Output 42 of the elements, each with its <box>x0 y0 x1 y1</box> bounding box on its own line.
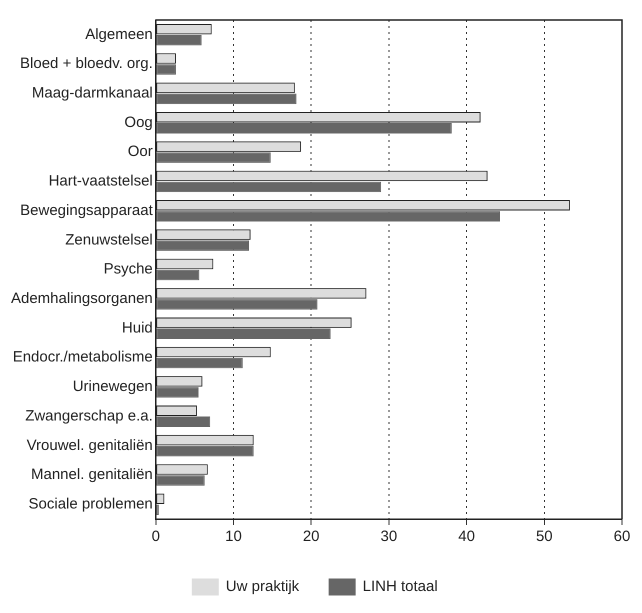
x-tick-label: 20 <box>302 528 320 546</box>
y-tick-label: Oog <box>124 114 153 131</box>
bar <box>156 475 205 486</box>
bar <box>156 328 331 339</box>
legend-label: Uw praktijk <box>226 578 300 596</box>
x-tick-label: 10 <box>225 528 242 546</box>
bar <box>156 64 176 75</box>
x-tick-label: 40 <box>458 528 475 546</box>
bar <box>156 123 452 134</box>
bar <box>156 152 271 163</box>
x-tick-label: 30 <box>380 528 398 546</box>
bar <box>156 240 250 251</box>
bar <box>156 270 200 280</box>
y-tick-label: Sociale problemen <box>28 495 153 512</box>
y-tick-label: Oor <box>128 143 153 160</box>
y-tick-label: Ademhalingsorganen <box>10 290 153 307</box>
x-tick-label: 0 <box>152 528 160 546</box>
bar <box>156 211 500 222</box>
x-tick-label: 60 <box>614 528 630 546</box>
y-tick-label: Urinewegen <box>72 378 153 396</box>
bar <box>156 182 382 192</box>
y-tick-label: Hart-vaatstelsel <box>48 172 153 190</box>
x-tick-label: 50 <box>536 528 553 546</box>
y-tick-label: Huid <box>122 319 153 336</box>
y-tick-label: Algemeen <box>85 26 153 43</box>
bar <box>156 387 199 398</box>
bar <box>156 34 202 46</box>
bar <box>156 358 243 368</box>
y-tick-label: Psyche <box>104 260 153 278</box>
bar <box>156 299 318 310</box>
y-tick-label: Endocr./metabolisme <box>12 348 153 366</box>
y-tick-label: Bewegingsapparaat <box>20 202 154 219</box>
y-tick-label: Mannel. genitaliën <box>31 466 153 484</box>
legend-label: LINH totaal <box>362 578 438 596</box>
bar <box>156 446 254 456</box>
y-tick-label: Zenuwstelsel <box>65 231 153 248</box>
y-tick-label: Bloed + bloedv. org. <box>20 55 153 72</box>
bar <box>156 94 296 104</box>
y-tick-label: Vrouwel. genitaliën <box>26 436 153 454</box>
bar <box>156 416 210 427</box>
y-tick-label: Maag-darmkanaal <box>32 84 153 102</box>
y-tick-label: Zwangerschap e.a. <box>25 407 153 424</box>
